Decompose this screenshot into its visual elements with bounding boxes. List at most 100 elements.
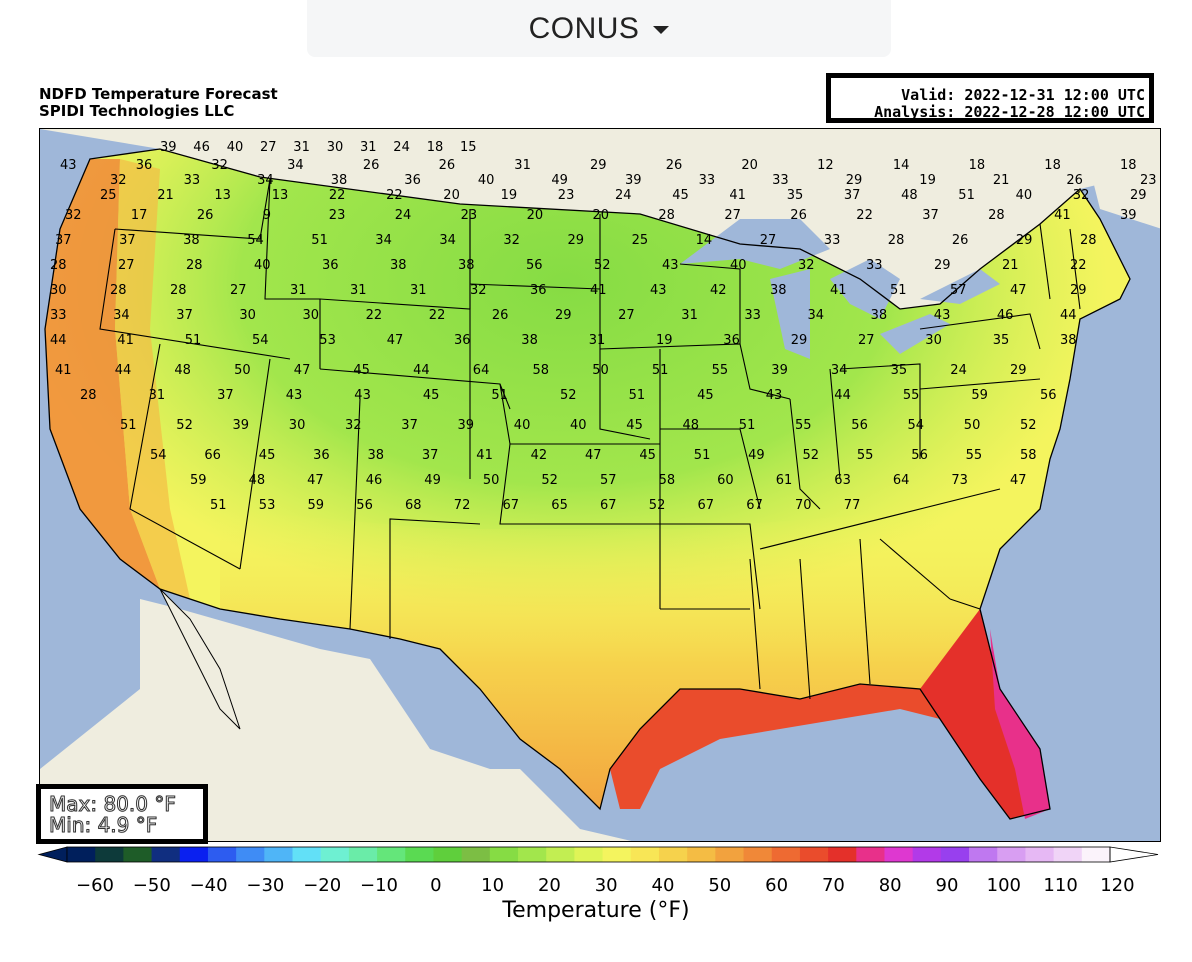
temperature-label: 20 — [443, 188, 460, 203]
temperature-label: 28 — [170, 283, 187, 298]
temperature-label: 61 — [776, 473, 793, 488]
temperature-label: 34 — [287, 158, 304, 173]
temperature-label: 43 — [650, 283, 667, 298]
temperature-label: 22 — [366, 308, 383, 323]
temperature-label: 64 — [473, 363, 490, 378]
temperature-label: 31 — [360, 140, 377, 155]
temperature-label: 33 — [50, 308, 67, 323]
colorbar-segment — [264, 847, 294, 862]
temperature-label: 29 — [590, 158, 607, 173]
temperature-label: 55 — [712, 363, 729, 378]
temperature-label: 52 — [649, 498, 666, 513]
caret-down-icon[interactable] — [653, 25, 670, 34]
temperature-label: 22 — [386, 188, 403, 203]
temperature-label: 13 — [214, 188, 231, 203]
temperature-label: 56 — [356, 498, 373, 513]
temperature-label: 46 — [366, 473, 383, 488]
valid-time: Valid: 2022-12-31 12:00 UTC — [901, 86, 1145, 104]
temperature-label: 49 — [424, 473, 441, 488]
temperature-label: 31 — [514, 158, 531, 173]
colorbar-segment — [405, 847, 434, 862]
temperature-label: 29 — [568, 233, 585, 248]
temperature-label: 14 — [696, 233, 713, 248]
temperature-label: 32 — [1073, 188, 1090, 203]
temperature-label: 41 — [590, 283, 607, 298]
temperature-label: 48 — [683, 418, 700, 433]
temperature-label: 41 — [117, 333, 134, 348]
temperature-label: 49 — [748, 448, 765, 463]
temperature-label: 51 — [958, 188, 975, 203]
temperature-label: 41 — [476, 448, 493, 463]
colorbar-segment — [574, 847, 604, 862]
temperature-label: 43 — [60, 158, 77, 173]
temperature-label: 41 — [55, 363, 72, 378]
colorbar-tick-label: 100 — [986, 875, 1021, 896]
temperature-label: 51 — [739, 418, 756, 433]
temperature-label: 58 — [533, 363, 550, 378]
temperature-label: 27 — [618, 308, 635, 323]
colorbar-tick-label: 90 — [935, 875, 959, 896]
temperature-label: 18 — [1120, 158, 1137, 173]
temperature-label: 28 — [988, 208, 1005, 223]
temperature-label: 63 — [834, 473, 851, 488]
temperature-label: 34 — [808, 308, 825, 323]
temperature-label: 33 — [866, 258, 883, 273]
temperature-label: 67 — [746, 498, 763, 513]
colorbar-segment — [799, 847, 829, 862]
temperature-map[interactable]: 39 46 40 27 31 30 31 24 18 15 43 36 32 34 26 26 31 29 26 20… — [39, 128, 1161, 842]
temperature-label: 28 — [110, 283, 127, 298]
temperature-label: 68 — [405, 498, 422, 513]
temperature-label: 77 — [844, 498, 861, 513]
temperature-label: 26 — [666, 158, 683, 173]
temperature-label: 27 — [724, 208, 741, 223]
temperature-label: 34 — [113, 308, 130, 323]
temperature-label: 23 — [1140, 173, 1157, 188]
temperature-label: 13 — [272, 188, 289, 203]
temperature-label: 57 — [600, 473, 617, 488]
temperature-label: 28 — [80, 388, 97, 403]
temperature-label: 44 — [413, 363, 430, 378]
temperature-label: 67 — [503, 498, 520, 513]
temperature-label: 18 — [427, 140, 444, 155]
region-selector[interactable]: CONUS — [307, 0, 891, 57]
temperature-label: 29 — [1130, 188, 1147, 203]
temperature-label: 36 — [723, 333, 740, 348]
temperature-label: 51 — [694, 448, 711, 463]
temperature-label: 28 — [186, 258, 203, 273]
colorbar-tick-label: −30 — [246, 875, 285, 896]
temperature-label: 31 — [681, 308, 698, 323]
temperature-label: 48 — [249, 473, 266, 488]
colorbar-tick-label: 110 — [1043, 875, 1078, 896]
gulf-coast-band — [610, 684, 940, 809]
temperature-label: 45 — [626, 418, 643, 433]
temperature-label: 50 — [234, 363, 251, 378]
colorbar-tick-label: 50 — [708, 875, 732, 896]
temperature-label: 49 — [551, 173, 568, 188]
temperature-label: 39 — [458, 418, 475, 433]
temperature-label: 27 — [260, 140, 277, 155]
southern-warm-band — [220, 509, 1050, 819]
colorbar-segment — [940, 847, 970, 862]
colorbar-tick-label: −50 — [132, 875, 171, 896]
temperature-label: 31 — [410, 283, 427, 298]
temperature-label: 54 — [247, 233, 264, 248]
temperature-label: 58 — [659, 473, 676, 488]
max-min-box: Max: 80.0 °F Min: 4.9 °F — [36, 784, 208, 844]
temperature-label: 9 — [263, 208, 271, 223]
temperature-label: 38 — [1060, 333, 1077, 348]
temperature-label: 26 — [197, 208, 214, 223]
temperature-label: 27 — [858, 333, 875, 348]
temperature-label: 18 — [969, 158, 986, 173]
temperature-label: 36 — [404, 173, 421, 188]
temperature-label: 43 — [766, 388, 783, 403]
temperature-label: 22 — [429, 308, 446, 323]
temperature-label: 36 — [322, 258, 339, 273]
forecast-times-box: Valid: 2022-12-31 12:00 UTC Analysis: 20… — [826, 73, 1154, 123]
temperature-label: 43 — [934, 308, 951, 323]
colorbar-tick-label: 30 — [594, 875, 618, 896]
temperature-label: 32 — [211, 158, 228, 173]
temperature-label: 28 — [888, 233, 905, 248]
colorbar-segment — [912, 847, 942, 862]
